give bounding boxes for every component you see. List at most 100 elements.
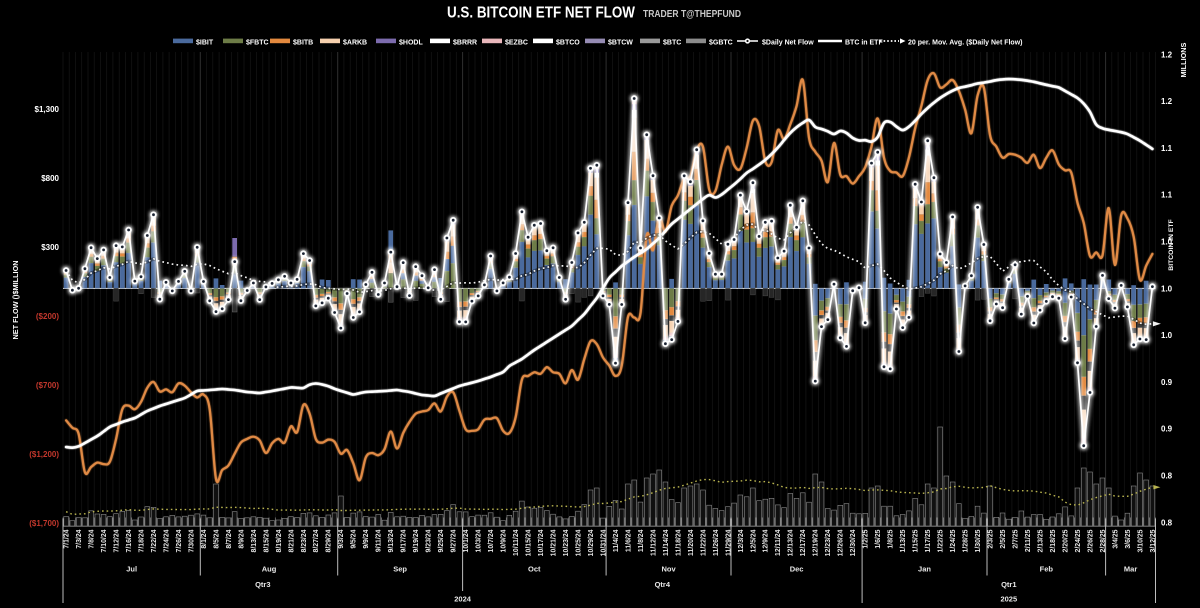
- svg-text:9/9/24: 9/9/24: [363, 529, 370, 548]
- svg-text:$BRRR: $BRRR: [453, 39, 477, 46]
- svg-text:12/23/24: 12/23/24: [825, 529, 832, 556]
- svg-text:8/29/24: 8/29/24: [326, 529, 333, 552]
- svg-text:1/2/25: 1/2/25: [863, 529, 870, 548]
- svg-text:1/15/25: 1/15/25: [913, 529, 920, 552]
- svg-text:12/3/24: 12/3/24: [738, 529, 745, 552]
- svg-text:2/20/25: 2/20/25: [1062, 529, 1069, 552]
- svg-text:Jul: Jul: [126, 565, 137, 574]
- svg-text:Feb: Feb: [1040, 565, 1054, 574]
- svg-text:10/17/24: 10/17/24: [538, 529, 545, 556]
- svg-text:BTC in ETF: BTC in ETF: [845, 39, 883, 46]
- svg-text:1/6/25: 1/6/25: [875, 529, 882, 548]
- svg-text:7/1/24: 7/1/24: [64, 529, 71, 548]
- svg-text:1.1: 1.1: [1161, 191, 1173, 200]
- svg-text:9/13/24: 9/13/24: [388, 529, 395, 552]
- svg-text:Aug: Aug: [262, 565, 277, 574]
- svg-text:9/11/24: 9/11/24: [376, 529, 383, 552]
- svg-text:12/5/24: 12/5/24: [750, 529, 757, 552]
- svg-text:2/26/25: 2/26/25: [1087, 529, 1094, 552]
- svg-text:8/1/24: 8/1/24: [201, 529, 208, 548]
- svg-text:2/28/25: 2/28/25: [1100, 529, 1107, 552]
- svg-text:11/22/24: 11/22/24: [700, 529, 707, 556]
- svg-text:1/24/25: 1/24/25: [950, 529, 957, 552]
- svg-text:0.8: 0.8: [1161, 518, 1173, 527]
- svg-text:1.1: 1.1: [1161, 144, 1173, 153]
- svg-text:$EZBC: $EZBC: [505, 39, 528, 46]
- svg-text:2/18/25: 2/18/25: [1050, 529, 1057, 552]
- svg-text:8/13/24: 8/13/24: [251, 529, 258, 552]
- svg-text:1.0: 1.0: [1161, 238, 1173, 247]
- svg-text:12/26/24: 12/26/24: [838, 529, 845, 556]
- svg-text:7/18/24: 7/18/24: [138, 529, 145, 552]
- svg-text:9/17/24: 9/17/24: [401, 529, 408, 552]
- svg-text:Qtr1: Qtr1: [1001, 580, 1016, 589]
- svg-text:$800: $800: [41, 174, 59, 183]
- svg-text:2/5/25: 2/5/25: [1000, 529, 1007, 548]
- svg-text:3/10/25: 3/10/25: [1137, 529, 1144, 552]
- svg-text:BITCOIN IN ETF: BITCOIN IN ETF: [1168, 219, 1175, 270]
- svg-text:($1,700): ($1,700): [29, 519, 59, 528]
- svg-text:MILLIONS: MILLIONS: [1179, 42, 1188, 77]
- svg-text:$1,300: $1,300: [35, 105, 60, 114]
- svg-text:8/27/24: 8/27/24: [313, 529, 320, 552]
- svg-text:11/4/24: 11/4/24: [613, 529, 620, 552]
- svg-text:2/11/25: 2/11/25: [1025, 529, 1032, 552]
- svg-text:$BTCO: $BTCO: [556, 39, 580, 46]
- svg-text:8/21/24: 8/21/24: [288, 529, 295, 552]
- svg-text:7/10/24: 7/10/24: [101, 529, 108, 552]
- svg-text:1/17/25: 1/17/25: [925, 529, 932, 552]
- svg-text:12/13/24: 12/13/24: [788, 529, 795, 556]
- svg-text:10/11/24: 10/11/24: [513, 529, 520, 556]
- svg-text:20 per. Mov. Avg. ($Daily Net: 20 per. Mov. Avg. ($Daily Net Flow): [908, 39, 1023, 46]
- svg-text:2/24/25: 2/24/25: [1075, 529, 1082, 552]
- svg-text:1.0: 1.0: [1161, 331, 1173, 340]
- svg-text:0.9: 0.9: [1161, 378, 1173, 387]
- svg-text:2024: 2024: [454, 595, 472, 604]
- svg-text:3/12/25: 3/12/25: [1150, 529, 1157, 552]
- svg-text:Jan: Jan: [918, 565, 931, 574]
- svg-text:8/5/24: 8/5/24: [213, 529, 220, 548]
- svg-text:1/22/25: 1/22/25: [938, 529, 945, 552]
- svg-text:10/9/24: 10/9/24: [501, 529, 508, 552]
- svg-text:7/3/24: 7/3/24: [76, 529, 83, 548]
- svg-text:7/30/24: 7/30/24: [188, 529, 195, 552]
- svg-text:10/15/24: 10/15/24: [526, 529, 533, 556]
- svg-text:2/7/25: 2/7/25: [1013, 529, 1020, 548]
- svg-text:9/5/24: 9/5/24: [351, 529, 358, 548]
- svg-text:Nov: Nov: [662, 565, 677, 574]
- svg-text:10/29/24: 10/29/24: [588, 529, 595, 556]
- svg-text:7/24/24: 7/24/24: [163, 529, 170, 552]
- svg-text:8/7/24: 8/7/24: [226, 529, 233, 548]
- svg-text:1/30/25: 1/30/25: [975, 529, 982, 552]
- svg-text:11/12/24: 11/12/24: [650, 529, 657, 556]
- svg-text:$GBTC: $GBTC: [709, 39, 733, 46]
- svg-text:2/13/25: 2/13/25: [1037, 529, 1044, 552]
- svg-text:10/21/24: 10/21/24: [551, 529, 558, 556]
- svg-text:12/30/24: 12/30/24: [850, 529, 857, 556]
- svg-text:11/20/24: 11/20/24: [688, 529, 695, 556]
- svg-text:12/9/24: 12/9/24: [763, 529, 770, 552]
- svg-text:11/18/24: 11/18/24: [675, 529, 682, 556]
- svg-text:8/15/24: 8/15/24: [263, 529, 270, 552]
- svg-text:Qtr3: Qtr3: [255, 580, 270, 589]
- svg-text:11/14/24: 11/14/24: [663, 529, 670, 556]
- svg-text:Mar: Mar: [1124, 565, 1137, 574]
- svg-text:10/25/24: 10/25/24: [575, 529, 582, 556]
- svg-text:$FBTC: $FBTC: [246, 39, 269, 46]
- svg-text:2025: 2025: [1000, 595, 1017, 604]
- svg-text:1.2: 1.2: [1161, 97, 1173, 106]
- svg-text:8/23/24: 8/23/24: [301, 529, 308, 552]
- svg-text:1/8/25: 1/8/25: [888, 529, 895, 548]
- svg-text:10/7/24: 10/7/24: [488, 529, 495, 552]
- svg-text:11/29/24: 11/29/24: [725, 529, 732, 556]
- svg-text:0.8: 0.8: [1161, 472, 1173, 481]
- svg-text:7/22/24: 7/22/24: [151, 529, 158, 552]
- svg-text:$BITB: $BITB: [293, 39, 313, 46]
- svg-text:U.S. BITCOIN ETF NET FLOW: U.S. BITCOIN ETF NET FLOW: [447, 5, 635, 22]
- svg-text:$IBIT: $IBIT: [196, 39, 214, 46]
- svg-text:NET FLOW ()$MILLION: NET FLOW ()$MILLION: [11, 260, 20, 339]
- svg-text:$Daily Net Flow: $Daily Net Flow: [762, 39, 814, 46]
- svg-text:9/19/24: 9/19/24: [413, 529, 420, 552]
- svg-text:10/3/24: 10/3/24: [476, 529, 483, 552]
- svg-text:9/25/24: 9/25/24: [438, 529, 445, 552]
